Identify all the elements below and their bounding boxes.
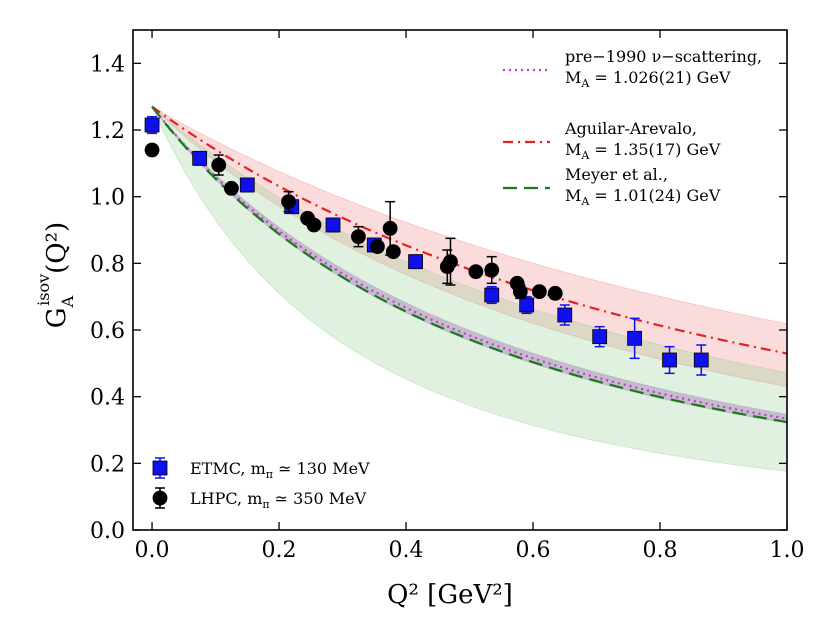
y-tick-label: 0.4	[90, 386, 125, 411]
y-axis-title: GAisov(Q²)	[34, 222, 77, 328]
data-points	[144, 115, 709, 376]
y-tick-label: 1.2	[90, 119, 125, 144]
x-tick-label: 0.6	[516, 538, 551, 563]
lhpc-point	[512, 284, 528, 300]
y-axis-title-sup: isov	[34, 274, 53, 306]
curve-0	[151, 105, 788, 420]
x-tick-label: 0.8	[643, 538, 678, 563]
legend-label-1: Aguilar-Arevalo,	[564, 119, 697, 138]
x-axis-title: Q² [GeV²]	[387, 580, 513, 610]
etmc-point	[408, 254, 423, 270]
y-tick-label: 1.0	[90, 186, 125, 211]
svg-text:GAisov(Q²): GAisov(Q²)	[34, 222, 77, 328]
legend-series-label-0: ETMC, mπ ≃ 130 MeV	[190, 459, 370, 481]
plot-frame	[132, 29, 788, 531]
lhpc-point	[224, 180, 239, 196]
lhpc-point	[531, 284, 547, 300]
etmc-point	[239, 177, 255, 193]
x-tick-label: 0.4	[389, 538, 424, 563]
curve-2	[151, 105, 788, 424]
etmc-point	[484, 287, 500, 303]
lhpc-point	[281, 194, 296, 210]
etmc-point	[592, 329, 608, 345]
lhpc-point	[385, 244, 401, 260]
y-tick-label: 0.0	[90, 519, 125, 544]
legend-label-0-ma: MA = 1.026(21) GeV	[565, 68, 731, 90]
lhpc-point	[382, 220, 398, 236]
y-tick-label: 0.2	[90, 452, 125, 477]
lhpc-point	[306, 217, 322, 233]
lhpc-point	[443, 254, 458, 270]
legend-label-2: Meyer et al.,	[565, 165, 668, 184]
y-axis-title-sub: A	[58, 295, 77, 308]
lhpc-point	[468, 264, 484, 280]
etmc-point	[144, 117, 160, 133]
etmc-point	[519, 297, 535, 313]
etmc-point	[192, 150, 208, 166]
lhpc-point	[211, 157, 227, 173]
x-tick-label: 0.2	[262, 538, 297, 563]
y-tick-label: 0.6	[90, 319, 125, 344]
etmc-point	[325, 217, 341, 233]
y-axis-title-main: G	[42, 307, 72, 328]
y-tick-label: 0.8	[90, 252, 125, 277]
lhpc-point	[351, 229, 366, 245]
etmc-point	[693, 352, 709, 368]
legend-label-0: pre−1990 ν−scattering,	[565, 47, 762, 66]
y-tick-label: 1.4	[90, 52, 125, 77]
legend-label-2-ma: MA = 1.01(24) GeV	[565, 186, 721, 208]
lhpc-point	[370, 239, 385, 255]
legend-label-1-ma: MA = 1.35(17) GeV	[565, 140, 721, 162]
etmc-point	[557, 307, 573, 323]
lhpc-point	[547, 285, 563, 301]
x-tick-label: 1.0	[770, 538, 805, 563]
legend-curves: pre−1990 ν−scattering, MA = 1.026(21) GeV…	[503, 47, 762, 208]
etmc-point	[627, 330, 643, 346]
error-bands	[151, 106, 788, 472]
etmc-point	[662, 352, 677, 368]
lhpc-point	[484, 262, 500, 278]
legend-series-label-1: LHPC, mπ ≃ 350 MeV	[190, 489, 367, 511]
x-tick-label: 0.0	[135, 538, 170, 563]
legend-marker-lhpc	[152, 490, 168, 506]
legend-marker-etmc	[152, 460, 168, 476]
lhpc-point	[144, 142, 160, 158]
axis-ticks: 0.0 0.2 0.4 0.6 0.8 1.0 0.0 0.2 0.4 0.6 0.8 1.0 1.2 1…	[90, 30, 805, 563]
legend-data: ETMC, mπ ≃ 130 MeV LHPC, mπ ≃ 350 MeV	[152, 457, 370, 511]
y-axis-title-arg: (Q²)	[42, 222, 72, 274]
